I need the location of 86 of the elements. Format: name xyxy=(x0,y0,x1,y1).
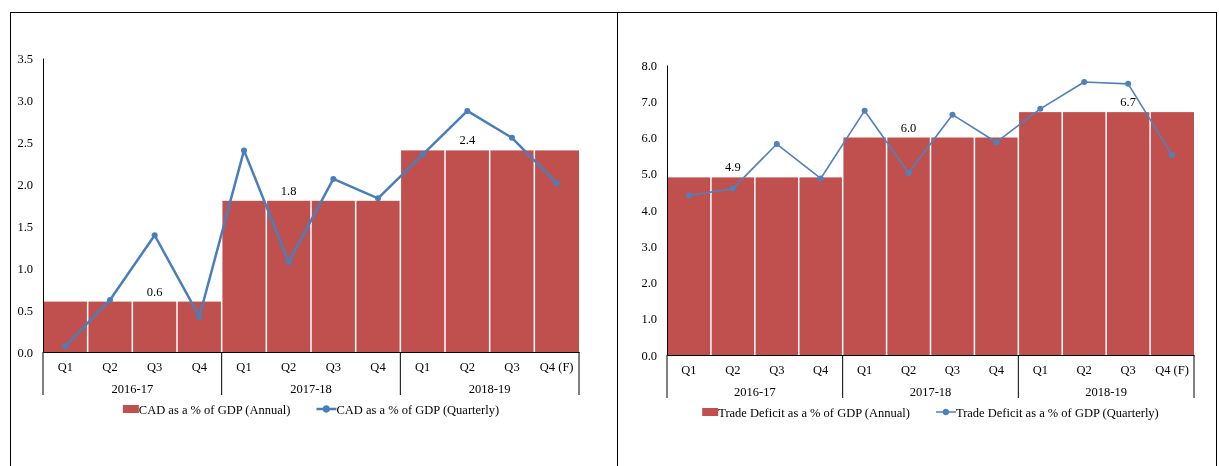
data-label: 0.6 xyxy=(146,284,163,299)
point xyxy=(330,175,337,182)
x-tick-label: Q4 xyxy=(988,362,1005,377)
x-tick-label: Q2 xyxy=(281,359,297,374)
legend-label: CAD as a % of GDP (Annual) xyxy=(138,402,291,417)
point xyxy=(553,180,560,187)
x-tick-label: Q3 xyxy=(504,359,520,374)
y-tick-label: 5.0 xyxy=(641,167,657,182)
legend-label: Trade Deficit as a % of GDP (Annual) xyxy=(718,405,910,420)
text: 2018-19 xyxy=(468,382,511,396)
y-tick-label: 1.0 xyxy=(641,312,657,327)
data-label: 2.4 xyxy=(459,133,476,148)
data-label: 4.9 xyxy=(725,160,741,175)
x-tick-label: Q3 xyxy=(325,359,341,374)
y-tick-label: 1.0 xyxy=(17,261,33,276)
data-label: 6.7 xyxy=(1120,95,1136,110)
point xyxy=(1081,79,1088,86)
point xyxy=(685,192,692,199)
bar xyxy=(755,177,798,355)
x-tick-label: Q1 xyxy=(415,359,431,374)
y-tick-label: 2.0 xyxy=(17,177,33,192)
point xyxy=(993,139,1000,146)
x-tick-label: Q4 xyxy=(370,359,387,374)
text: 2016-17 xyxy=(734,385,776,399)
bar xyxy=(711,177,755,355)
point xyxy=(196,313,203,320)
point xyxy=(151,232,158,239)
y-tick-label: 3.0 xyxy=(641,239,657,254)
y-tick-label: 0.0 xyxy=(17,345,33,360)
x-tick-label: Q1 xyxy=(1032,362,1048,377)
data-label: 6.0 xyxy=(900,120,917,135)
y-tick-label: 2.0 xyxy=(641,276,657,290)
point xyxy=(62,343,69,350)
x-tick-label: Q2 xyxy=(900,362,917,377)
legend-label: Trade Deficit as a % of GDP (Quarterly) xyxy=(955,405,1159,420)
x-tick-label: Q1 xyxy=(236,359,252,374)
x-tick-label: Q4 (F) xyxy=(539,359,574,374)
point xyxy=(1125,80,1132,87)
x-tick-label: Q3 xyxy=(147,359,163,374)
x-tick-label: Q1 xyxy=(681,362,697,377)
text: 2016-17 xyxy=(111,382,154,396)
point xyxy=(419,151,426,158)
x-tick-label: Q4 xyxy=(813,362,830,377)
point xyxy=(285,259,292,266)
y-tick-label: 0.0 xyxy=(641,348,657,363)
x-tick-label: Q4 (F) xyxy=(1155,362,1189,377)
point xyxy=(1169,151,1176,158)
point xyxy=(464,107,471,114)
y-tick-label: 8.0 xyxy=(641,58,657,73)
point xyxy=(241,147,247,154)
text: 2018-19 xyxy=(1085,385,1127,399)
x-tick-label: Q1 xyxy=(57,359,73,374)
point xyxy=(905,170,912,177)
y-tick-label: 0.5 xyxy=(17,303,33,318)
bar xyxy=(1106,112,1150,355)
y-tick-label: 4.0 xyxy=(641,203,657,218)
y-tick-label: 7.0 xyxy=(641,94,657,109)
point xyxy=(861,107,868,114)
text: 2017-18 xyxy=(909,385,952,399)
y-tick-label: 1.5 xyxy=(17,219,33,234)
x-tick-label: Q2 xyxy=(459,359,475,374)
point xyxy=(817,175,824,182)
point xyxy=(107,296,113,303)
bar xyxy=(1150,112,1194,355)
point xyxy=(949,111,956,118)
x-tick-label: Q2 xyxy=(1076,362,1092,377)
bar xyxy=(667,177,711,355)
x-tick-label: Q3 xyxy=(1120,362,1136,377)
y-tick-label: 3.0 xyxy=(17,93,33,108)
x-tick-label: Q4 xyxy=(191,359,208,374)
x-tick-label: Q2 xyxy=(725,362,741,377)
point xyxy=(509,134,515,141)
text: 2017-18 xyxy=(290,382,332,396)
point xyxy=(729,185,736,192)
point xyxy=(375,195,381,202)
y-tick-label: 2.5 xyxy=(17,135,33,150)
data-label: 1.8 xyxy=(280,183,297,198)
x-tick-label: Q3 xyxy=(944,362,961,377)
y-tick-label: 3.5 xyxy=(17,51,33,66)
point xyxy=(1037,105,1044,112)
x-tick-label: Q3 xyxy=(769,362,785,377)
legend-label: CAD as a % of GDP (Quarterly) xyxy=(336,402,500,417)
point xyxy=(773,141,780,148)
x-tick-label: Q2 xyxy=(102,359,118,374)
y-tick-label: 6.0 xyxy=(641,131,657,145)
x-tick-label: Q1 xyxy=(856,362,873,377)
